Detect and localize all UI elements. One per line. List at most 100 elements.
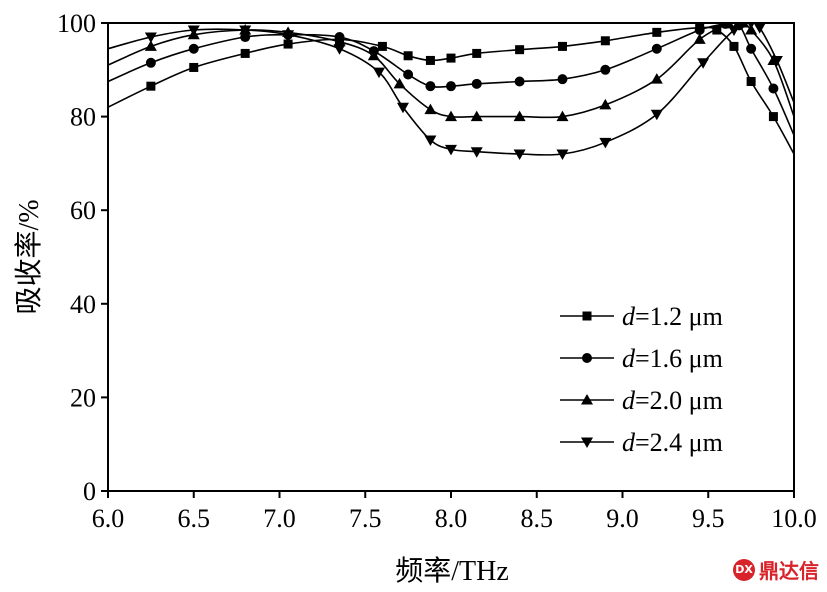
- x-tick-label: 7.0: [263, 504, 296, 533]
- legend-label: d=1.6 μm: [622, 344, 723, 373]
- triangle-up-marker: [693, 33, 706, 44]
- watermark-logo-icon: DX: [733, 558, 755, 581]
- triangle-down-marker: [697, 58, 710, 69]
- triangle-down-marker: [650, 109, 663, 121]
- triangle-up-marker: [556, 110, 569, 122]
- square-marker: [240, 48, 250, 58]
- circle-marker: [425, 81, 436, 92]
- square-marker: [146, 81, 156, 91]
- x-tick-label: 7.5: [349, 504, 382, 533]
- triangle-up-marker: [470, 110, 483, 122]
- triangle-up-marker: [367, 49, 380, 61]
- square-marker: [768, 112, 778, 122]
- triangle-up-marker: [333, 35, 346, 47]
- circle-marker: [446, 81, 456, 92]
- x-tick-label: 6.5: [178, 504, 211, 533]
- series-line: [108, 22, 794, 119]
- circle-marker: [746, 43, 757, 54]
- triangle-down-marker: [599, 137, 612, 149]
- triangle-up-marker: [445, 110, 457, 122]
- square-marker: [425, 55, 435, 65]
- legend-item: d=1.2 μm: [560, 302, 723, 331]
- triangle-down-marker: [333, 44, 346, 55]
- square-marker: [746, 77, 756, 86]
- triangle-down-marker: [396, 102, 409, 114]
- triangle-down-marker: [770, 55, 783, 67]
- circle-marker: [600, 64, 611, 75]
- triangle-down-marker: [239, 25, 252, 37]
- triangle-down-marker: [581, 437, 593, 448]
- x-axis-title: 频率/THz: [395, 555, 509, 587]
- square-marker: [729, 41, 739, 51]
- legend-label: d=2.0 μm: [622, 386, 723, 415]
- triangle-up-marker: [650, 73, 663, 84]
- series-layer: [108, 22, 794, 161]
- circle-marker: [514, 76, 525, 87]
- tick-labels: 6.0 6.5 7.0 7.5 8.0 8.5 9.0 9.5 10.0 0 20 40 60 80 100: [57, 9, 817, 533]
- square-marker: [189, 62, 199, 72]
- square-marker: [377, 41, 387, 51]
- square-marker: [472, 48, 482, 58]
- plot-frame: [107, 22, 795, 492]
- triangle-down-marker: [747, 22, 756, 29]
- square-marker: [403, 51, 413, 61]
- x-tick-label: 10.0: [771, 504, 817, 533]
- square-marker: [557, 41, 567, 51]
- triangle-down-marker: [470, 147, 483, 158]
- circle-marker: [768, 83, 779, 94]
- x-tick-label: 8.5: [521, 504, 554, 533]
- triangle-down-marker: [513, 149, 526, 161]
- triangle-down-marker: [424, 135, 437, 146]
- legend-item: d=1.6 μm: [560, 344, 723, 373]
- plot-border: [107, 22, 795, 492]
- circle-marker: [145, 57, 156, 68]
- square-marker: [515, 45, 525, 55]
- legend-item: d=2.0 μm: [560, 386, 723, 415]
- square-marker: [582, 311, 592, 321]
- legend-label: d=2.4 μm: [622, 428, 723, 457]
- circle-marker: [240, 32, 251, 43]
- circle-marker: [188, 43, 199, 54]
- square-marker: [600, 36, 610, 46]
- circle-marker: [403, 69, 414, 80]
- legend-label: d=1.2 μm: [622, 302, 723, 331]
- legend: d=1.2 μm d=1.6 μm d=2.0 μm d=2.4 μm: [560, 302, 723, 457]
- y-tick-label: 20: [70, 383, 96, 412]
- triangle-up-marker: [393, 77, 406, 89]
- circle-marker: [557, 74, 568, 85]
- triangle-up-marker: [144, 40, 157, 51]
- triangle-up-marker: [581, 394, 593, 405]
- triangle-down-marker: [727, 25, 740, 37]
- square-marker: [712, 25, 722, 35]
- circle-marker: [651, 43, 662, 54]
- watermark: DX 鼎达信: [733, 555, 819, 584]
- square-marker: [283, 39, 293, 49]
- x-tick-label: 8.0: [435, 504, 468, 533]
- watermark-text: 鼎达信: [759, 559, 819, 583]
- y-tick-label: 60: [70, 196, 96, 225]
- circle-marker: [694, 25, 705, 36]
- triangle-down-marker: [445, 144, 457, 156]
- triangle-down-marker: [372, 67, 385, 79]
- triangle-up-marker: [745, 24, 758, 35]
- triangle-down-marker: [187, 25, 200, 37]
- y-tick-label: 40: [70, 290, 96, 319]
- triangle-down-marker: [753, 23, 766, 34]
- square-marker: [652, 27, 662, 37]
- legend-item: d=2.4 μm: [560, 428, 723, 457]
- circle-marker: [582, 353, 592, 363]
- triangle-down-marker: [282, 30, 295, 41]
- triangle-down-marker: [144, 32, 157, 44]
- triangle-up-marker: [599, 98, 612, 110]
- triangle-up-marker: [424, 103, 437, 115]
- x-tick-label: 9.5: [692, 504, 725, 533]
- triangle-down-marker: [556, 149, 569, 161]
- y-tick-label: 0: [83, 477, 96, 506]
- x-tick-label: 6.0: [92, 504, 125, 533]
- circle-marker: [471, 78, 482, 89]
- y-axis-title: 吸收率/%: [13, 199, 45, 314]
- square-marker: [446, 53, 456, 63]
- series-4: [108, 22, 794, 161]
- axis-ticks: [101, 22, 795, 498]
